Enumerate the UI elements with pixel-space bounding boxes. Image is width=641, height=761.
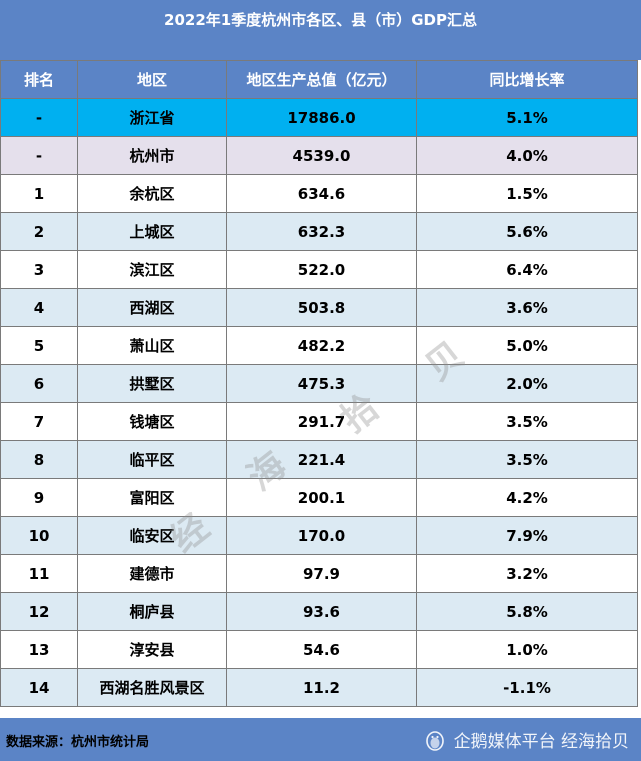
rank-cell: 3 (0, 250, 78, 289)
gdp-cell: 200.1 (226, 478, 417, 517)
growth-cell: 5.1% (416, 98, 638, 137)
table-row: 12 桐庐县 93.6 5.8% (0, 592, 638, 631)
rank-cell: 4 (0, 288, 78, 327)
table-row: 8 临平区 221.4 3.5% (0, 440, 638, 479)
gdp-cell: 17886.0 (226, 98, 417, 137)
rank-cell: - (0, 136, 78, 175)
gdp-cell: 97.9 (226, 554, 417, 593)
table-title: 2022年1季度杭州市各区、县（市）GDP汇总 (0, 0, 641, 60)
region-cell: 临安区 (77, 516, 227, 555)
table-row: 9 富阳区 200.1 4.2% (0, 478, 638, 517)
region-cell: 建德市 (77, 554, 227, 593)
rank-cell: 12 (0, 592, 78, 631)
gdp-cell: 11.2 (226, 668, 417, 707)
growth-cell: 7.9% (416, 516, 638, 555)
region-cell: 桐庐县 (77, 592, 227, 631)
growth-cell: -1.1% (416, 668, 638, 707)
region-cell: 浙江省 (77, 98, 227, 137)
gdp-cell: 54.6 (226, 630, 417, 669)
rank-cell: 6 (0, 364, 78, 403)
region-cell: 钱塘区 (77, 402, 227, 441)
rank-cell: - (0, 98, 78, 137)
region-cell: 淳安县 (77, 630, 227, 669)
header-gdp: 地区生产总值（亿元） (226, 60, 417, 99)
table-row: - 杭州市 4539.0 4.0% (0, 136, 638, 175)
growth-cell: 1.0% (416, 630, 638, 669)
region-cell: 富阳区 (77, 478, 227, 517)
penguin-icon (425, 730, 444, 751)
region-cell: 余杭区 (77, 174, 227, 213)
growth-cell: 4.0% (416, 136, 638, 175)
table-row: 1 余杭区 634.6 1.5% (0, 174, 638, 213)
growth-cell: 6.4% (416, 250, 638, 289)
region-cell: 西湖区 (77, 288, 227, 327)
rank-cell: 11 (0, 554, 78, 593)
rank-cell: 13 (0, 630, 78, 669)
gdp-cell: 475.3 (226, 364, 417, 403)
gdp-cell: 632.3 (226, 212, 417, 251)
growth-cell: 3.6% (416, 288, 638, 327)
rank-cell: 7 (0, 402, 78, 441)
region-cell: 西湖名胜风景区 (77, 668, 227, 707)
header-region: 地区 (77, 60, 227, 99)
table-row: 13 淳安县 54.6 1.0% (0, 630, 638, 669)
growth-cell: 3.2% (416, 554, 638, 593)
gdp-cell: 291.7 (226, 402, 417, 441)
table-row: 6 拱墅区 475.3 2.0% (0, 364, 638, 403)
region-cell: 杭州市 (77, 136, 227, 175)
header-growth: 同比增长率 (416, 60, 638, 99)
growth-cell: 1.5% (416, 174, 638, 213)
region-cell: 临平区 (77, 440, 227, 479)
table-row: 11 建德市 97.9 3.2% (0, 554, 638, 593)
gdp-cell: 634.6 (226, 174, 417, 213)
gdp-cell: 4539.0 (226, 136, 417, 175)
growth-cell: 5.6% (416, 212, 638, 251)
region-cell: 萧山区 (77, 326, 227, 365)
table-footer: 数据来源：杭州市统计局 企鹅媒体平台 经海拾贝 (0, 718, 641, 761)
table-header-row: 排名 地区 地区生产总值（亿元） 同比增长率 (0, 60, 638, 99)
rank-cell: 2 (0, 212, 78, 251)
gdp-table: 排名 地区 地区生产总值（亿元） 同比增长率 - 浙江省 17886.0 5.1% - 杭… (0, 60, 638, 707)
region-cell: 滨江区 (77, 250, 227, 289)
table-row: - 浙江省 17886.0 5.1% (0, 98, 638, 137)
growth-cell: 5.0% (416, 326, 638, 365)
brand-label: 企鹅媒体平台 经海拾贝 (453, 732, 629, 752)
gdp-cell: 221.4 (226, 440, 417, 479)
table-row: 10 临安区 170.0 7.9% (0, 516, 638, 555)
rank-cell: 14 (0, 668, 78, 707)
rank-cell: 8 (0, 440, 78, 479)
table-row: 4 西湖区 503.8 3.6% (0, 288, 638, 327)
rank-cell: 5 (0, 326, 78, 365)
gdp-cell: 93.6 (226, 592, 417, 631)
gdp-cell: 170.0 (226, 516, 417, 555)
rank-cell: 1 (0, 174, 78, 213)
region-cell: 拱墅区 (77, 364, 227, 403)
rank-cell: 10 (0, 516, 78, 555)
growth-cell: 3.5% (416, 440, 638, 479)
growth-cell: 3.5% (416, 402, 638, 441)
table-row: 5 萧山区 482.2 5.0% (0, 326, 638, 365)
brand-credit: 企鹅媒体平台 经海拾贝 (424, 727, 629, 752)
gdp-cell: 482.2 (226, 326, 417, 365)
growth-cell: 2.0% (416, 364, 638, 403)
table-row: 14 西湖名胜风景区 11.2 -1.1% (0, 668, 638, 707)
gdp-cell: 522.0 (226, 250, 417, 289)
data-source: 数据来源：杭州市统计局 (6, 735, 150, 750)
growth-cell: 4.2% (416, 478, 638, 517)
region-cell: 上城区 (77, 212, 227, 251)
table-row: 2 上城区 632.3 5.6% (0, 212, 638, 251)
growth-cell: 5.8% (416, 592, 638, 631)
table-row: 7 钱塘区 291.7 3.5% (0, 402, 638, 441)
rank-cell: 9 (0, 478, 78, 517)
table-body: - 浙江省 17886.0 5.1% - 杭州市 4539.0 4.0% 1 余杭区 634.6 1.… (0, 98, 638, 707)
gdp-cell: 503.8 (226, 288, 417, 327)
header-rank: 排名 (0, 60, 78, 99)
table-row: 3 滨江区 522.0 6.4% (0, 250, 638, 289)
